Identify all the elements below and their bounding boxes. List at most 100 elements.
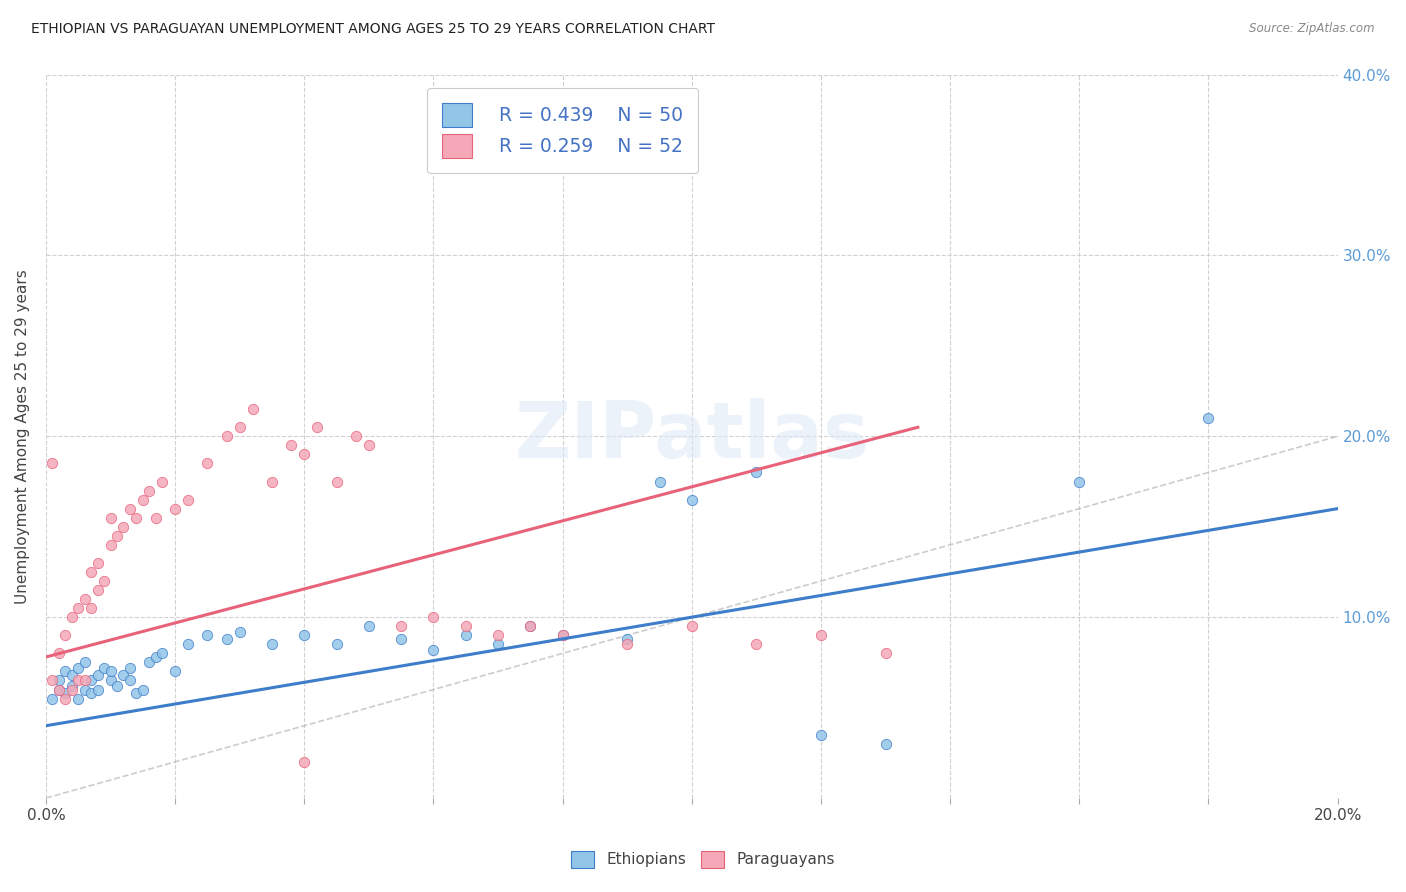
Point <box>86 556 108 570</box>
Y-axis label: Unemployment Among Ages 25 to 29 years: Unemployment Among Ages 25 to 29 years <box>15 268 30 604</box>
Point <box>93 574 115 588</box>
Point <box>357 619 380 633</box>
Point <box>616 637 638 651</box>
Point <box>67 691 90 706</box>
Point <box>389 619 412 633</box>
Point <box>73 656 96 670</box>
Point <box>260 637 283 651</box>
Point <box>80 673 103 688</box>
Point <box>53 665 76 679</box>
Point <box>41 673 63 688</box>
Point <box>165 665 187 679</box>
Point <box>100 673 122 688</box>
Point <box>112 668 135 682</box>
Text: ZIPatlas: ZIPatlas <box>515 399 869 475</box>
Point <box>100 538 122 552</box>
Point <box>325 475 347 489</box>
Point <box>616 632 638 646</box>
Point <box>389 632 412 646</box>
Point <box>486 628 509 642</box>
Point <box>112 520 135 534</box>
Point <box>325 637 347 651</box>
Point <box>86 582 108 597</box>
Point <box>260 475 283 489</box>
Point <box>197 457 219 471</box>
Point <box>681 619 703 633</box>
Point <box>48 682 70 697</box>
Point <box>60 682 83 697</box>
Point <box>875 737 897 751</box>
Point <box>86 682 108 697</box>
Point <box>53 691 76 706</box>
Point <box>48 646 70 660</box>
Point <box>53 628 76 642</box>
Point <box>145 650 167 665</box>
Point <box>280 438 302 452</box>
Point <box>454 619 477 633</box>
Point <box>292 628 315 642</box>
Point <box>138 656 160 670</box>
Point <box>105 529 128 543</box>
Text: Source: ZipAtlas.com: Source: ZipAtlas.com <box>1250 22 1375 36</box>
Point <box>519 619 541 633</box>
Legend: Ethiopians, Paraguayans: Ethiopians, Paraguayans <box>565 845 841 873</box>
Point <box>681 492 703 507</box>
Point <box>486 637 509 651</box>
Point <box>125 686 148 700</box>
Point <box>745 466 768 480</box>
Point <box>67 673 90 688</box>
Point <box>551 628 574 642</box>
Point <box>648 475 671 489</box>
Point <box>242 402 264 417</box>
Point <box>422 610 444 624</box>
Point <box>307 420 329 434</box>
Point <box>138 483 160 498</box>
Point <box>344 429 367 443</box>
Point <box>73 673 96 688</box>
Point <box>67 661 90 675</box>
Point <box>80 601 103 615</box>
Point <box>551 628 574 642</box>
Point <box>60 679 83 693</box>
Point <box>73 592 96 607</box>
Point <box>228 624 250 639</box>
Point <box>145 510 167 524</box>
Point <box>292 755 315 769</box>
Point <box>215 429 238 443</box>
Point <box>60 610 83 624</box>
Point <box>53 686 76 700</box>
Point <box>41 691 63 706</box>
Point <box>357 438 380 452</box>
Point <box>810 728 832 742</box>
Point <box>150 646 173 660</box>
Point <box>86 668 108 682</box>
Point <box>215 632 238 646</box>
Point <box>118 673 141 688</box>
Point <box>125 510 148 524</box>
Point <box>875 646 897 660</box>
Point <box>177 637 200 651</box>
Point <box>93 661 115 675</box>
Point <box>150 475 173 489</box>
Point <box>745 637 768 651</box>
Point <box>48 682 70 697</box>
Point <box>80 686 103 700</box>
Point <box>228 420 250 434</box>
Point <box>165 501 187 516</box>
Point <box>177 492 200 507</box>
Point <box>810 628 832 642</box>
Point <box>67 601 90 615</box>
Point <box>1069 475 1091 489</box>
Point <box>48 673 70 688</box>
Point <box>80 565 103 579</box>
Point <box>60 668 83 682</box>
Point <box>132 682 155 697</box>
Point <box>519 619 541 633</box>
Point <box>100 510 122 524</box>
Point <box>1198 411 1220 425</box>
Point <box>73 682 96 697</box>
Point <box>454 628 477 642</box>
Point <box>422 642 444 657</box>
Point <box>118 661 141 675</box>
Point <box>132 492 155 507</box>
